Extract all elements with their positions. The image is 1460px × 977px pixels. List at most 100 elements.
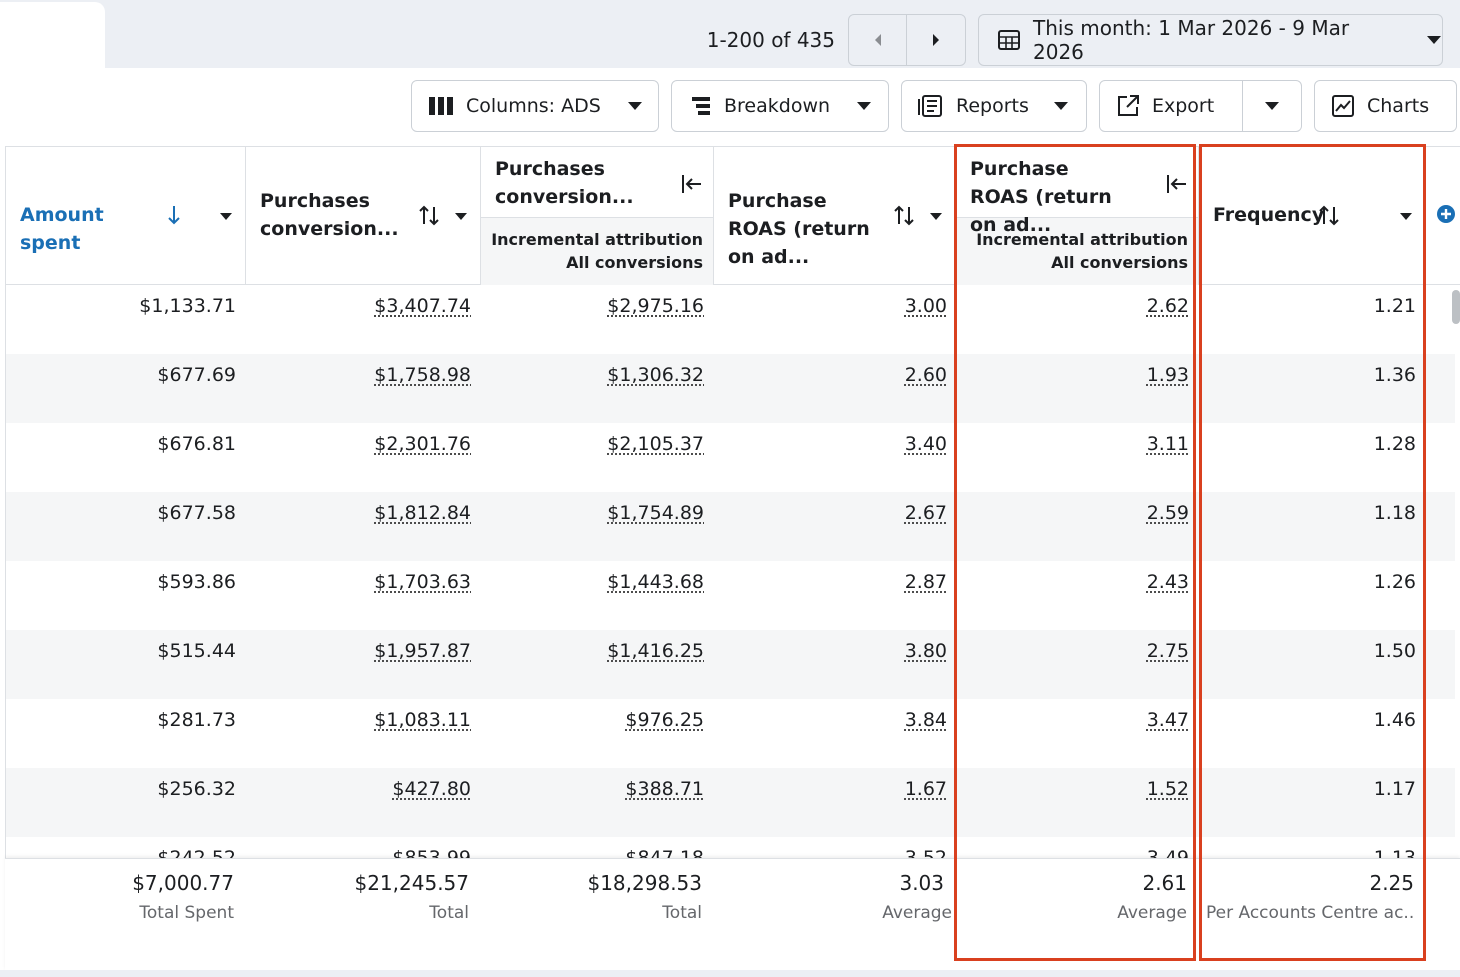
column-header[interactable]: Purchases conversion... xyxy=(260,190,399,240)
table-cell[interactable]: 1.67 xyxy=(713,775,947,803)
cell-value: 3.80 xyxy=(904,640,947,662)
table-cell[interactable]: $2,975.16 xyxy=(480,292,704,320)
table-cell[interactable]: $427.80 xyxy=(245,775,471,803)
table-cell[interactable]: $1,957.87 xyxy=(245,637,471,665)
table-cell[interactable]: 1.93 xyxy=(955,361,1189,389)
table-cell[interactable]: 2.59 xyxy=(955,499,1189,527)
export-menu[interactable] xyxy=(1242,80,1302,132)
column-header[interactable]: Amount spent xyxy=(20,204,104,254)
footer-border xyxy=(0,970,1460,977)
column-menu[interactable] xyxy=(1399,208,1413,220)
column-menu[interactable] xyxy=(219,208,233,220)
export-button[interactable]: Export xyxy=(1099,80,1244,132)
table-cell[interactable]: 2.43 xyxy=(955,568,1189,596)
cell-value: 1.50 xyxy=(1373,640,1416,662)
table-cell[interactable]: $1,083.11 xyxy=(245,706,471,734)
table-cell[interactable]: $3,407.74 xyxy=(245,292,471,320)
table-cell[interactable]: 2.75 xyxy=(955,637,1189,665)
table-cell[interactable]: 3.40 xyxy=(713,430,947,458)
table-cell: $677.69 xyxy=(5,361,236,389)
table-cell: 1.46 xyxy=(1198,706,1416,734)
add-column[interactable] xyxy=(1437,205,1455,223)
prev-page[interactable] xyxy=(848,14,908,66)
table-cell[interactable]: $388.71 xyxy=(480,775,704,803)
table-cell[interactable]: $2,301.76 xyxy=(245,430,471,458)
sort-icon[interactable] xyxy=(1318,204,1340,226)
column-menu[interactable] xyxy=(454,208,468,220)
table-cell: $676.81 xyxy=(5,430,236,458)
columns-button[interactable]: Columns: ADS xyxy=(411,80,659,132)
cell-value: 1.93 xyxy=(1146,364,1189,386)
table-cell[interactable]: 3.00 xyxy=(713,292,947,320)
cell-value: $2,105.37 xyxy=(607,433,704,455)
total-label: Average xyxy=(1117,903,1187,923)
collapse-column[interactable] xyxy=(681,173,703,195)
table-cell[interactable]: 1.52 xyxy=(955,775,1189,803)
cell-value: $427.80 xyxy=(392,778,471,800)
cell-value: 2.75 xyxy=(1146,640,1189,662)
total-label: Total xyxy=(429,903,469,923)
pagination: 1-200 of 435 xyxy=(706,28,835,52)
column-header[interactable]: Purchase ROAS (return on ad... xyxy=(970,158,1112,236)
column-header[interactable]: Frequency xyxy=(1213,204,1325,226)
next-page[interactable] xyxy=(906,14,966,66)
table-cell[interactable]: 3.80 xyxy=(713,637,947,665)
button-label: Breakdown xyxy=(724,95,831,117)
date-picker[interactable]: This month: 1 Mar 2026 - 9 Mar 2026 xyxy=(978,14,1443,66)
table-row xyxy=(5,837,1455,858)
table-cell[interactable]: $1,443.68 xyxy=(480,568,704,596)
table-cell[interactable]: $1,306.32 xyxy=(480,361,704,389)
collapse-column[interactable] xyxy=(1166,173,1188,195)
cell-value: 1.36 xyxy=(1373,364,1416,386)
column-header[interactable]: Purchase ROAS (return on ad... xyxy=(728,190,870,268)
cell-value: $1,083.11 xyxy=(374,709,471,731)
cell-value: 3.11 xyxy=(1146,433,1189,455)
column-subheader: Incremental attribution xyxy=(491,230,703,249)
table-cell: $256.32 xyxy=(5,775,236,803)
table-cell[interactable]: 2.87 xyxy=(713,568,947,596)
table-cell[interactable]: $1,416.25 xyxy=(480,637,704,665)
charts-button[interactable]: Charts xyxy=(1314,80,1457,132)
table-cell: 1.28 xyxy=(1198,430,1416,458)
table-cell[interactable]: $853.99 xyxy=(245,844,471,858)
table-cell[interactable]: $847.18 xyxy=(480,844,704,858)
sort-icon[interactable] xyxy=(893,204,915,226)
table-cell[interactable]: $2,105.37 xyxy=(480,430,704,458)
cell-value: 3.84 xyxy=(904,709,947,731)
column-divider xyxy=(5,147,6,970)
breakdown-button[interactable]: Breakdown xyxy=(671,80,889,132)
sort-icon[interactable] xyxy=(167,204,189,226)
column-divider xyxy=(245,147,246,285)
table-cell[interactable]: 3.47 xyxy=(955,706,1189,734)
table-cell[interactable]: $1,703.63 xyxy=(245,568,471,596)
cell-value: 1.13 xyxy=(1373,847,1416,858)
subheader-bg xyxy=(956,217,1198,285)
table-cell[interactable]: 2.60 xyxy=(713,361,947,389)
table-cell: 1.13 xyxy=(1198,844,1416,858)
tab[interactable] xyxy=(0,2,105,68)
table-cell[interactable]: 3.84 xyxy=(713,706,947,734)
table-cell[interactable]: 3.11 xyxy=(955,430,1189,458)
table-cell: 1.26 xyxy=(1198,568,1416,596)
table-cell[interactable]: $1,758.98 xyxy=(245,361,471,389)
sort-icon[interactable] xyxy=(418,204,440,226)
table-cell[interactable]: $976.25 xyxy=(480,706,704,734)
reports-button[interactable]: Reports xyxy=(901,80,1087,132)
table-cell[interactable]: 3.52 xyxy=(713,844,947,858)
table-row xyxy=(5,561,1455,630)
column-menu[interactable] xyxy=(929,208,943,220)
highlight-box xyxy=(954,144,1196,961)
column-header[interactable]: Purchases conversion... xyxy=(495,158,634,208)
table-row xyxy=(5,492,1455,561)
table-cell[interactable]: 2.62 xyxy=(955,292,1189,320)
table-cell[interactable]: $1,812.84 xyxy=(245,499,471,527)
table-cell: $281.73 xyxy=(5,706,236,734)
scrollbar-thumb[interactable] xyxy=(1452,290,1460,324)
table-cell[interactable]: 2.67 xyxy=(713,499,947,527)
cell-value: 1.67 xyxy=(904,778,947,800)
table-cell[interactable]: 3.49 xyxy=(955,844,1189,858)
table-row xyxy=(5,699,1455,768)
table-cell[interactable]: $1,754.89 xyxy=(480,499,704,527)
table-cell: 1.17 xyxy=(1198,775,1416,803)
column-divider xyxy=(480,147,481,285)
